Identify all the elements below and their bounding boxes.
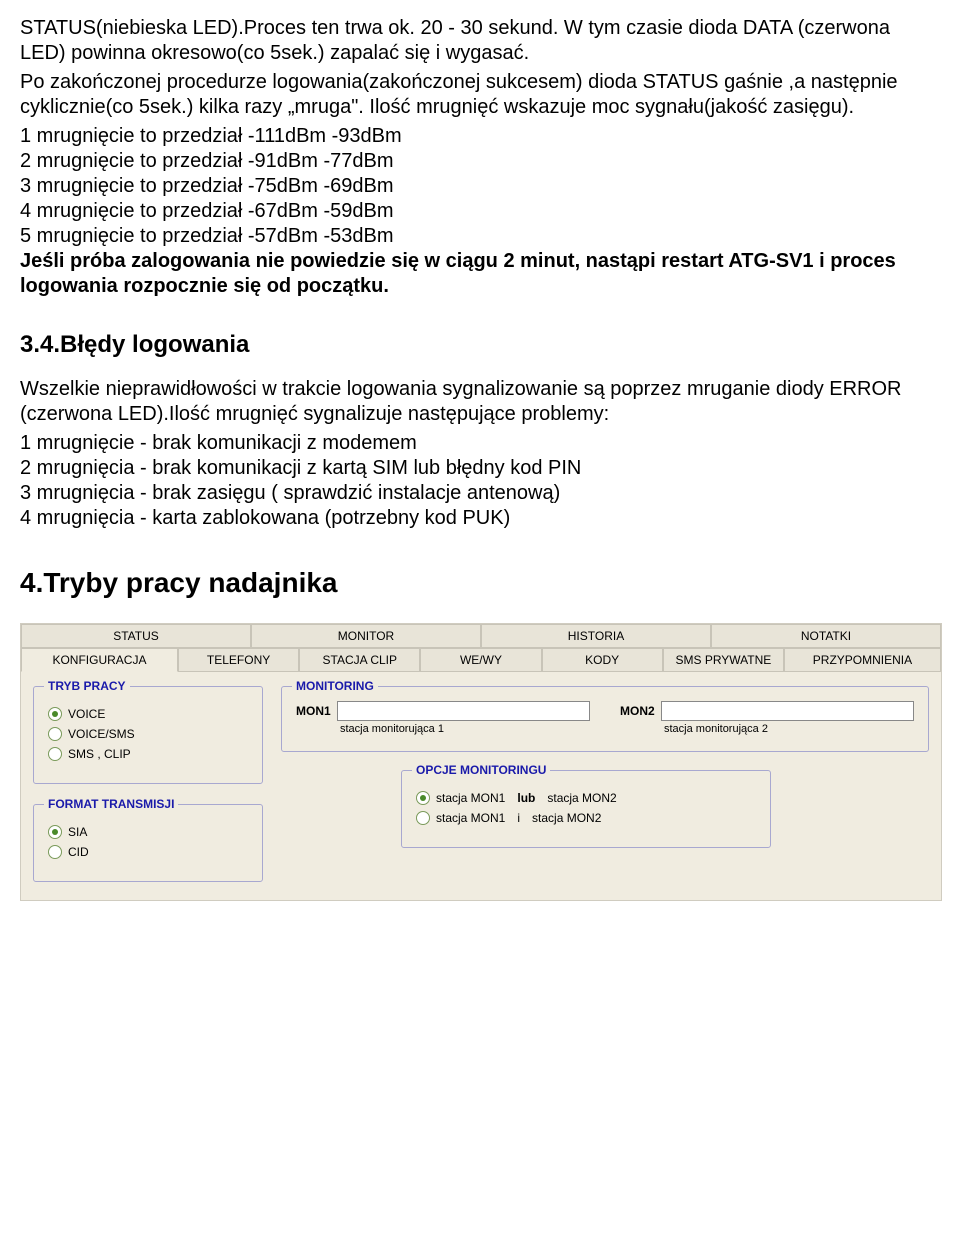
legend-monitoring: MONITORING [292, 679, 378, 693]
opt-text-b: stacja MON2 [532, 811, 601, 825]
error-4: 4 mrugnięcia - karta zablokowana (potrze… [20, 506, 940, 531]
radio-label: CID [68, 845, 89, 859]
tab-sms-prywatne[interactable]: SMS PRYWATNE [663, 648, 784, 672]
error-3: 3 mrugnięcia - brak zasięgu ( sprawdzić … [20, 481, 940, 506]
opt-text-a: stacja MON1 [436, 811, 505, 825]
group-opcje-monitoringu: OPCJE MONITORINGU stacja MON1 lub stacja… [401, 770, 771, 848]
error-2: 2 mrugnięcia - brak komunikacji z kartą … [20, 456, 940, 481]
legend-tryb-pracy: TRYB PRACY [44, 679, 130, 693]
config-panel-body: TRYB PRACY VOICE VOICE/SMS SMS , CLIP FO… [21, 672, 941, 900]
group-tryb-pracy: TRYB PRACY VOICE VOICE/SMS SMS , CLIP [33, 686, 263, 784]
group-monitoring: MONITORING MON1 stacja monitorująca 1 MO… [281, 686, 929, 752]
radio-icon [416, 811, 430, 825]
intro-paragraph-2: Po zakończonej procedurze logowania(zako… [20, 70, 940, 120]
mon2-sublabel: stacja monitorująca 2 [620, 723, 914, 735]
heading-4: 4.Tryby pracy nadajnika [20, 567, 940, 599]
radio-sms-clip[interactable]: SMS , CLIP [48, 747, 248, 761]
radio-opcja-lub[interactable]: stacja MON1 lub stacja MON2 [416, 791, 756, 805]
blink-range-4: 4 mrugnięcie to przedział -67dBm -59dBm [20, 199, 940, 224]
mon2-label: MON2 [620, 704, 655, 718]
opt-sep: lub [517, 791, 535, 805]
blink-range-2: 2 mrugnięcie to przedział -91dBm -77dBm [20, 149, 940, 174]
radio-sia[interactable]: SIA [48, 825, 248, 839]
mon2-field: MON2 stacja monitorująca 2 [620, 701, 914, 735]
tab-row-top: STATUS MONITOR HISTORIA NOTATKI [21, 624, 941, 648]
tab-kody[interactable]: KODY [542, 648, 663, 672]
tab-telefony[interactable]: TELEFONY [178, 648, 299, 672]
mon1-field: MON1 stacja monitorująca 1 [296, 701, 590, 735]
mon1-input[interactable] [337, 701, 590, 721]
tab-status[interactable]: STATUS [21, 624, 251, 648]
radio-icon [48, 727, 62, 741]
tab-przypomnienia[interactable]: PRZYPOMNIENIA [784, 648, 941, 672]
config-window: STATUS MONITOR HISTORIA NOTATKI KONFIGUR… [20, 623, 942, 901]
tab-strip: STATUS MONITOR HISTORIA NOTATKI KONFIGUR… [21, 624, 941, 672]
radio-icon [416, 791, 430, 805]
opt-sep: i [517, 811, 520, 825]
tab-wewy[interactable]: WE/WY [420, 648, 541, 672]
heading-3-4: 3.4.Błędy logowania [20, 331, 940, 359]
radio-icon [48, 845, 62, 859]
tab-konfiguracja[interactable]: KONFIGURACJA [21, 648, 178, 672]
intro-paragraph-1: STATUS(niebieska LED).Proces ten trwa ok… [20, 16, 940, 66]
radio-icon [48, 825, 62, 839]
tab-monitor[interactable]: MONITOR [251, 624, 481, 648]
radio-label: VOICE/SMS [68, 727, 135, 741]
radio-label: SMS , CLIP [68, 747, 131, 761]
radio-icon [48, 747, 62, 761]
radio-voice-sms[interactable]: VOICE/SMS [48, 727, 248, 741]
intro-bold-note: Jeśli próba zalogowania nie powiedzie si… [20, 249, 940, 299]
mon2-input[interactable] [661, 701, 914, 721]
radio-label: VOICE [68, 707, 105, 721]
tab-notatki[interactable]: NOTATKI [711, 624, 941, 648]
legend-format: FORMAT TRANSMISJI [44, 797, 178, 811]
group-format-transmisji: FORMAT TRANSMISJI SIA CID [33, 804, 263, 882]
opt-text-b: stacja MON2 [547, 791, 616, 805]
radio-cid[interactable]: CID [48, 845, 248, 859]
radio-icon [48, 707, 62, 721]
radio-label: SIA [68, 825, 87, 839]
mon1-sublabel: stacja monitorująca 1 [296, 723, 590, 735]
blink-range-1: 1 mrugnięcie to przedział -111dBm -93dBm [20, 124, 940, 149]
errors-intro: Wszelkie nieprawidłowości w trakcie logo… [20, 377, 940, 427]
opt-text-a: stacja MON1 [436, 791, 505, 805]
blink-range-3: 3 mrugnięcie to przedział -75dBm -69dBm [20, 174, 940, 199]
tab-row-bottom: KONFIGURACJA TELEFONY STACJA CLIP WE/WY … [21, 648, 941, 672]
mon1-label: MON1 [296, 704, 331, 718]
tab-historia[interactable]: HISTORIA [481, 624, 711, 648]
blink-range-5: 5 mrugnięcie to przedział -57dBm -53dBm [20, 224, 940, 249]
radio-voice[interactable]: VOICE [48, 707, 248, 721]
tab-stacja-clip[interactable]: STACJA CLIP [299, 648, 420, 672]
radio-opcja-i[interactable]: stacja MON1 i stacja MON2 [416, 811, 756, 825]
error-1: 1 mrugnięcie - brak komunikacji z modeme… [20, 431, 940, 456]
legend-opcje: OPCJE MONITORINGU [412, 763, 550, 777]
